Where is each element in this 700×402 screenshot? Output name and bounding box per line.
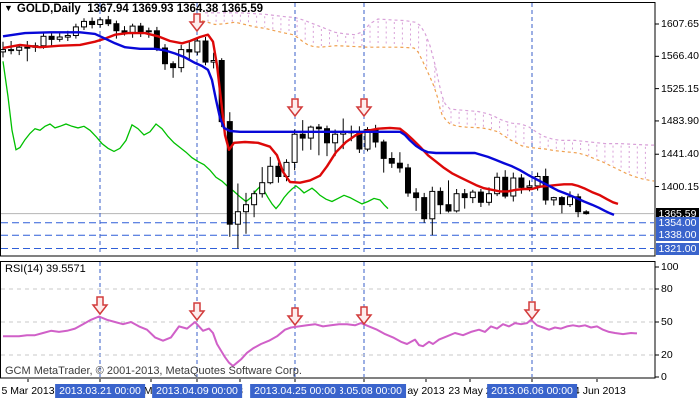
candle-body	[421, 197, 428, 220]
candle-body	[469, 191, 476, 199]
down-arrow-icon[interactable]	[355, 306, 373, 326]
candle-body	[89, 20, 96, 25]
candle-body	[445, 204, 452, 212]
kijun-sen-line	[2, 31, 615, 217]
candle-body	[477, 191, 484, 203]
candle-body	[291, 133, 298, 163]
tenkan-sen-line	[2, 31, 619, 206]
chikou-span-line	[2, 61, 389, 210]
rsi-line	[3, 315, 638, 367]
candle-body	[437, 190, 444, 206]
candle-body	[429, 190, 436, 220]
candle-body	[502, 176, 509, 197]
candle-body	[162, 47, 168, 65]
candle-body	[453, 193, 460, 212]
down-arrow-icon[interactable]	[91, 296, 109, 316]
candle-body	[259, 182, 266, 195]
candle-body	[24, 46, 31, 49]
candle-body	[40, 35, 47, 47]
candle-body	[243, 204, 249, 213]
candle-body	[388, 158, 395, 164]
candle-body	[137, 25, 144, 33]
candle-body	[1, 49, 6, 53]
candle-body	[558, 197, 565, 206]
candle-body	[56, 36, 63, 40]
candle-body	[170, 63, 177, 69]
candle-body	[413, 192, 420, 199]
candle-body	[186, 49, 193, 53]
down-arrow-icon[interactable]	[523, 301, 541, 321]
candle-body	[324, 128, 330, 144]
candle-body	[178, 49, 185, 69]
candle-body	[153, 30, 160, 49]
candle-body	[145, 30, 152, 33]
candle-body	[97, 19, 104, 25]
candle-body	[518, 177, 525, 188]
candle-body	[510, 177, 517, 197]
candle-body	[81, 20, 87, 28]
down-arrow-icon[interactable]	[286, 98, 304, 118]
down-arrow-icon[interactable]	[286, 307, 304, 327]
candle-body	[105, 19, 112, 25]
candle-body	[202, 40, 209, 63]
candle-body	[542, 176, 549, 201]
down-arrow-icon[interactable]	[355, 98, 373, 118]
candle-body	[461, 193, 468, 199]
candle-body	[275, 165, 282, 178]
candle-body	[64, 35, 71, 38]
rsi-pane-border	[0, 261, 656, 379]
candle-body	[567, 196, 573, 206]
candle-body	[526, 185, 533, 188]
candle-body	[226, 121, 233, 225]
candle-body	[194, 40, 201, 53]
senkou-span-b-line	[205, 12, 654, 146]
candle-body	[129, 25, 136, 33]
candle-body	[380, 141, 387, 159]
candle-body	[267, 165, 274, 184]
candle-body	[315, 126, 322, 130]
candle-body	[494, 176, 501, 195]
senkou-span-a-line	[195, 19, 654, 182]
candle-body	[583, 211, 590, 215]
candle-body	[8, 49, 15, 52]
candle-body	[332, 133, 339, 144]
candle-body	[113, 23, 120, 32]
candle-body	[575, 196, 582, 213]
candle-body	[405, 167, 411, 194]
candle-body	[48, 35, 55, 40]
candle-body	[16, 46, 23, 51]
candle-body	[396, 162, 403, 169]
candle-body	[486, 193, 492, 203]
main-pane-border	[0, 2, 656, 257]
candle-body	[299, 133, 306, 139]
down-arrow-icon[interactable]	[188, 302, 206, 322]
candle-body	[234, 211, 241, 225]
candle-body	[550, 197, 557, 201]
candle-body	[251, 193, 258, 206]
down-arrow-icon[interactable]	[188, 13, 206, 33]
